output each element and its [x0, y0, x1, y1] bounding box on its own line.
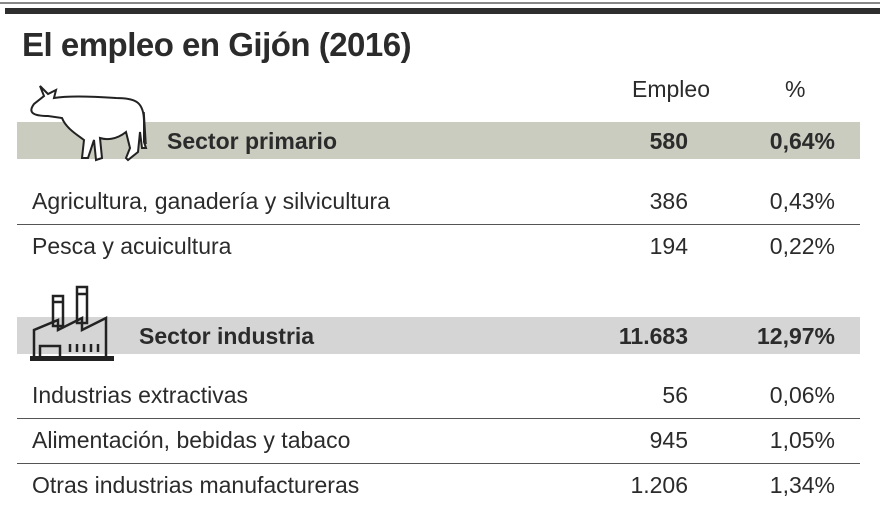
cow-icon [30, 85, 148, 162]
sector-industria-bar: Sector industria 11.683 12,97% [17, 317, 860, 354]
row-pct: 1,34% [769, 472, 835, 498]
row-empleo: 386 [649, 188, 688, 214]
table-row: Pesca y acuicultura 194 0,22% [17, 225, 860, 269]
sector-pct: 0,64% [769, 128, 835, 154]
row-pct: 0,22% [769, 233, 835, 259]
row-pct: 1,05% [769, 427, 835, 453]
table-row: Alimentación, bebidas y tabaco 945 1,05% [17, 419, 860, 464]
row-empleo: 945 [649, 427, 688, 453]
sector-primario-bar: Sector primario 580 0,64% [17, 122, 860, 159]
row-pct: 0,43% [769, 188, 835, 214]
top-rule [0, 2, 880, 4]
row-empleo: 1.206 [630, 472, 688, 498]
factory-icon [30, 285, 114, 361]
sector-label: Sector primario [167, 128, 337, 154]
sector-empleo: 11.683 [618, 323, 688, 349]
sector-label: Sector industria [139, 323, 315, 349]
table-row: Industrias extractivas 56 0,06% [17, 374, 860, 419]
row-name: Industrias extractivas [32, 382, 249, 408]
row-empleo: 194 [649, 233, 688, 259]
row-name: Agricultura, ganadería y silvicultura [32, 188, 390, 214]
row-name: Pesca y acuicultura [32, 233, 232, 259]
table-row: Otras industrias manufactureras 1.206 1,… [17, 464, 860, 508]
row-empleo: 56 [662, 382, 688, 408]
header-pct: % [785, 76, 806, 102]
row-name: Alimentación, bebidas y tabaco [32, 427, 351, 453]
header-empleo: Empleo [632, 76, 710, 102]
row-name: Otras industrias manufactureras [32, 472, 360, 498]
sector-pct: 12,97% [756, 323, 835, 349]
top-bar [5, 8, 880, 14]
page-title: El empleo en Gijón (2016) [22, 26, 412, 63]
row-pct: 0,06% [769, 382, 835, 408]
table-row: Agricultura, ganadería y silvicultura 38… [17, 180, 860, 225]
sector-empleo: 580 [649, 128, 688, 154]
